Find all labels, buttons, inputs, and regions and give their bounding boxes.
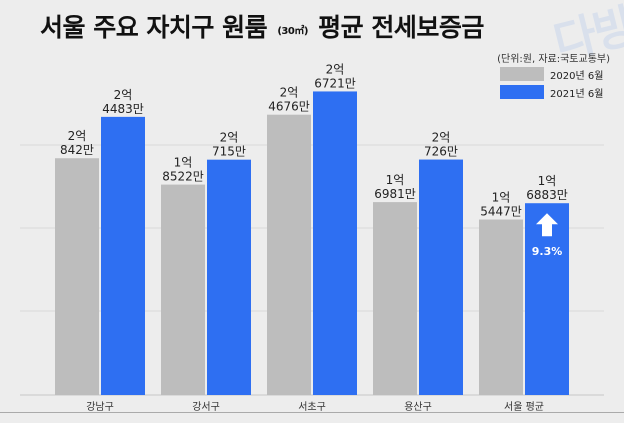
data-label-2021: 726만 xyxy=(424,145,458,159)
legend-item-2020: 2020년 6월 xyxy=(500,67,610,82)
data-label-2021: 6883만 xyxy=(526,188,568,202)
x-tick-label: 용산구 xyxy=(404,401,432,413)
bar-2020 xyxy=(267,114,311,396)
chart-title: 서울 주요 자치구 원룸 (30㎡) 평균 전세보증금 xyxy=(40,8,484,44)
data-label-2020: 5447만 xyxy=(480,205,522,219)
x-tick-label: 강서구 xyxy=(192,401,220,413)
bar-2020 xyxy=(479,219,523,395)
legend-label-2021: 2021년 6월 xyxy=(550,88,604,100)
bar-2020 xyxy=(55,158,99,395)
data-label-2021: 4483만 xyxy=(102,102,144,116)
legend-label-2020: 2020년 6월 xyxy=(550,70,604,82)
x-tick-label: 서초구 xyxy=(298,401,326,413)
data-label-2020: 1억 xyxy=(492,191,511,205)
data-label-2020: 1억 xyxy=(386,173,405,187)
title-unit: (30㎡) xyxy=(277,26,308,37)
x-tick-label: 강남구 xyxy=(86,401,114,413)
growth-rate-label: 9.3% xyxy=(532,245,563,258)
data-label-2021: 1억 xyxy=(538,174,557,188)
bar-2020 xyxy=(373,202,417,395)
bar-2021 xyxy=(101,116,145,396)
up-arrow-icon xyxy=(536,213,558,237)
bar-2020 xyxy=(161,184,205,395)
legend-item-2021: 2021년 6월 xyxy=(500,85,610,100)
data-label-2021: 2억 xyxy=(326,62,345,76)
data-label-2020: 6981만 xyxy=(374,187,416,201)
legend-swatch-2021 xyxy=(500,85,544,99)
data-label-2020: 2억 xyxy=(280,86,299,100)
data-label-2021: 2억 xyxy=(114,88,133,102)
data-label-2021: 6721만 xyxy=(314,76,356,90)
bar-2021 xyxy=(207,159,251,395)
data-label-2020: 1억 xyxy=(174,156,193,170)
data-label-2021: 715만 xyxy=(212,145,246,159)
bar-2021 xyxy=(313,91,357,396)
footer-divider xyxy=(0,412,624,413)
data-label-2020: 8522만 xyxy=(162,170,204,184)
legend-swatch-2020 xyxy=(500,67,544,81)
data-label-2021: 2억 xyxy=(432,131,451,145)
x-tick-label: 서울 평균 xyxy=(504,401,544,413)
bar-2021 xyxy=(419,159,463,395)
data-label-2020: 842만 xyxy=(60,143,94,157)
title-main-before: 서울 주요 자치구 원룸 xyxy=(40,13,268,42)
data-label-2020: 4676만 xyxy=(268,100,310,114)
data-label-2020: 2억 xyxy=(68,129,87,143)
data-label-2021: 2억 xyxy=(220,131,239,145)
title-main-after: 평균 전세보증금 xyxy=(318,13,484,42)
unit-note: (단위:원, 자료:국토교통부) xyxy=(497,54,610,65)
